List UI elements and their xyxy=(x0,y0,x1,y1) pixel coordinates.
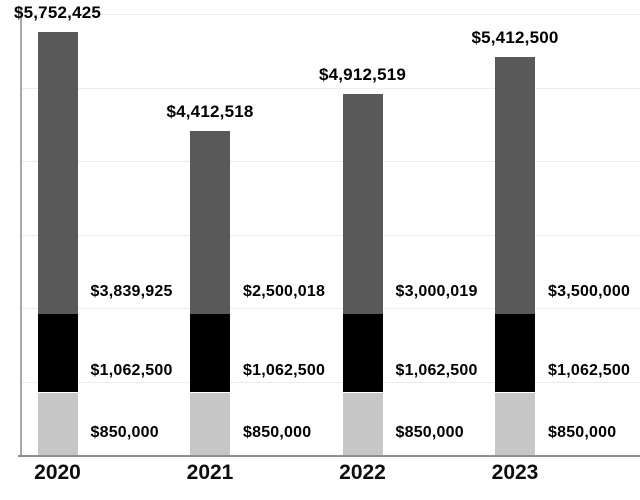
total-value-label: $5,752,425 xyxy=(13,3,102,23)
segment-value-label: $2,500,018 xyxy=(243,283,326,301)
x-axis-label-2020: 2020 xyxy=(34,461,81,484)
bar-segment-bottom-tier xyxy=(342,392,383,455)
x-axis-label-2021: 2021 xyxy=(186,461,234,484)
gridline xyxy=(20,381,640,383)
segment-value-label: $1,062,500 xyxy=(243,361,326,379)
gridline xyxy=(20,308,640,309)
gridline xyxy=(20,14,640,15)
bar-segment-middle-tier xyxy=(190,314,230,393)
gridline xyxy=(20,87,640,89)
segment-value-label: $1,062,500 xyxy=(395,361,478,379)
segment-value-label: $850,000 xyxy=(90,424,159,441)
segment-value-label: $3,000,019 xyxy=(395,283,478,301)
bar-segment-top-tier xyxy=(342,93,383,315)
segment-value-label: $1,062,500 xyxy=(548,361,631,379)
gridline xyxy=(20,234,640,236)
x-axis-line xyxy=(18,455,640,457)
total-value-label: $5,412,500 xyxy=(471,28,559,48)
y-axis-line xyxy=(20,8,22,457)
bar-segment-top-tier xyxy=(495,57,535,315)
bar-segment-bottom-tier xyxy=(37,392,78,455)
bar-segment-top-tier xyxy=(37,32,78,315)
segment-value-label: $3,839,925 xyxy=(90,283,173,301)
bar-segment-middle-tier xyxy=(495,314,535,393)
total-value-label: $4,412,518 xyxy=(166,101,254,121)
segment-value-label: $850,000 xyxy=(243,424,312,441)
segment-value-label: $1,062,500 xyxy=(90,361,173,379)
bar-segment-bottom-tier xyxy=(190,392,230,455)
x-axis-label-2023: 2023 xyxy=(491,461,539,484)
bar-segment-bottom-tier xyxy=(495,392,535,455)
x-axis-label-2022: 2022 xyxy=(339,461,386,484)
gridline xyxy=(20,161,640,162)
segment-value-label: $850,000 xyxy=(395,424,464,441)
bar-segment-middle-tier xyxy=(342,314,383,393)
bar-segment-top-tier xyxy=(190,130,230,315)
segment-value-label: $3,500,000 xyxy=(548,283,631,301)
segment-value-label: $850,000 xyxy=(548,424,617,441)
bar-segment-middle-tier xyxy=(37,314,78,393)
total-value-label: $4,912,519 xyxy=(318,64,407,84)
